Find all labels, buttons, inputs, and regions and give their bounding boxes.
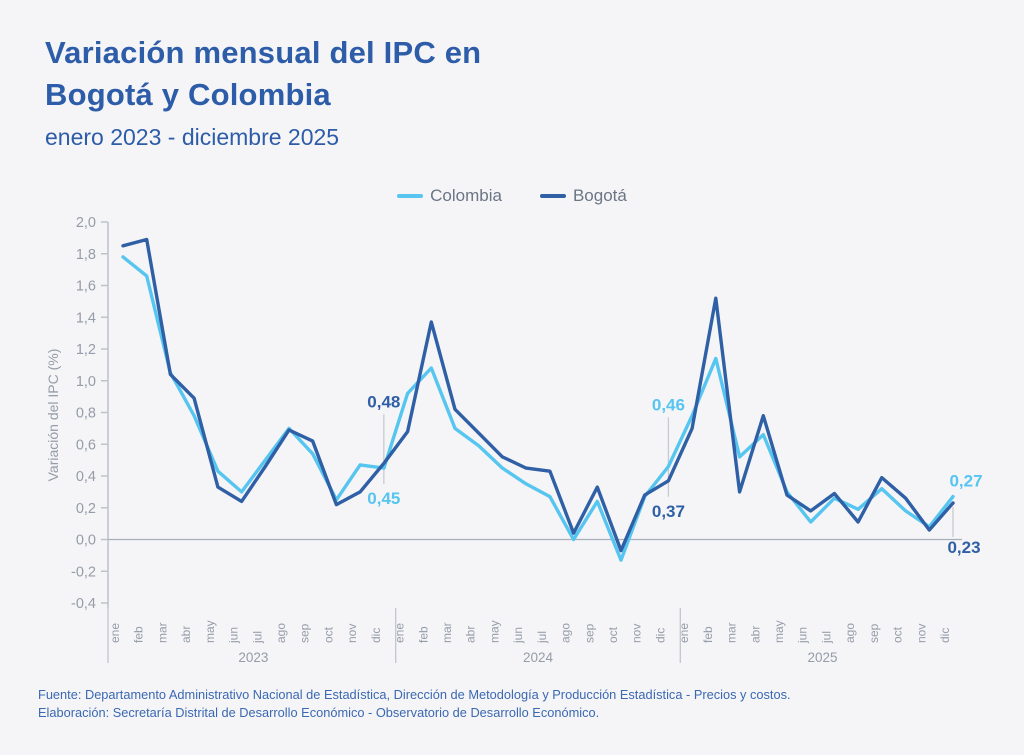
legend-item-bogota: Bogotá <box>539 186 627 206</box>
y-tick-label: -0,4 <box>71 596 96 612</box>
x-month-label: nov <box>914 624 928 643</box>
y-axis-title: Variación del IPC (%) <box>45 349 61 482</box>
x-month-label: jun <box>227 627 241 644</box>
x-month-label: dic <box>369 628 383 643</box>
legend-item-colombia: Colombia <box>397 186 502 206</box>
x-month-label: sep <box>298 623 312 643</box>
x-month-label: ene <box>677 623 691 643</box>
y-tick-label: 0,6 <box>76 437 96 453</box>
y-tick-label: 2,0 <box>76 215 96 231</box>
x-month-label: oct <box>606 626 620 643</box>
x-month-label: feb <box>701 626 715 643</box>
x-month-label: jul <box>819 631 833 644</box>
x-month-label: oct <box>321 626 335 643</box>
annotation-value: 0,45 <box>367 489 400 508</box>
chart-legend: Colombia Bogotá <box>0 186 1024 206</box>
annotation-value: 0,23 <box>947 538 980 557</box>
x-month-label: dic <box>653 628 667 643</box>
x-month-label: may <box>203 620 217 643</box>
x-month-label: abr <box>748 626 762 643</box>
annotation-value: 0,46 <box>652 395 685 414</box>
series-line-colombia <box>121 255 955 562</box>
x-month-label: jul <box>535 631 549 644</box>
page-title-line2: Bogotá y Colombia <box>45 77 331 112</box>
y-tick-label: 1,0 <box>76 374 96 390</box>
x-month-label: sep <box>582 623 596 643</box>
x-month-label: sep <box>867 623 881 643</box>
annotation-value: 0,48 <box>367 392 400 411</box>
annotation-value: 0,37 <box>652 502 685 521</box>
source-line: Fuente: Departamento Administrativo Naci… <box>38 687 791 702</box>
source-footer: Fuente: Departamento Administrativo Naci… <box>38 686 994 722</box>
x-month-label: nov <box>345 624 359 643</box>
x-month-label: mar <box>440 622 454 643</box>
x-month-label: ago <box>274 623 288 643</box>
page-title-line1: Variación mensual del IPC en <box>45 35 482 70</box>
x-month-label: jun <box>796 627 810 644</box>
x-month-label: abr <box>464 626 478 643</box>
legend-label-colombia: Colombia <box>430 186 502 205</box>
legend-label-bogota: Bogotá <box>572 186 627 205</box>
y-tick-label: 0,4 <box>76 469 96 485</box>
y-tick-label: 1,2 <box>76 342 96 358</box>
legend-swatch-colombia <box>397 194 424 198</box>
x-month-label: ene <box>108 623 122 643</box>
y-tick-label: 0,2 <box>76 501 96 517</box>
x-month-label: jul <box>250 631 264 644</box>
x-month-label: feb <box>416 626 430 643</box>
x-month-label: jun <box>511 627 525 644</box>
y-tick-label: 0,0 <box>76 533 96 549</box>
page-subtitle: enero 2023 - diciembre 2025 <box>45 124 340 150</box>
x-month-label: ago <box>843 623 857 643</box>
x-month-label: ago <box>559 623 573 643</box>
x-month-label: oct <box>891 626 905 643</box>
x-month-label: mar <box>725 622 739 643</box>
x-month-label: dic <box>938 628 952 643</box>
x-month-label: mar <box>155 622 169 643</box>
y-tick-label: 1,6 <box>76 279 96 295</box>
x-month-label: abr <box>179 626 193 643</box>
x-year-label: 2025 <box>808 650 838 665</box>
y-tick-label: 0,8 <box>76 406 96 422</box>
legend-swatch-bogota <box>539 194 566 198</box>
ipc-chart-svg: -0,4 -0,2 0,0 0,2 0,4 0,6 0,8 1,0 1,2 1,4 1,6 1,8 2,… <box>45 215 983 665</box>
x-month-label: may <box>772 620 786 643</box>
y-tick-label: 1,8 <box>76 247 96 263</box>
title-block: Variación mensual del IPC en Bogotá y Co… <box>45 32 481 151</box>
x-year-label: 2024 <box>523 650 554 665</box>
elaboration-line: Elaboración: Secretaría Distrital de Des… <box>38 705 600 720</box>
y-tick-label: -0,2 <box>71 564 96 580</box>
y-tick-label: 1,4 <box>76 310 96 326</box>
x-month-label: may <box>487 620 501 643</box>
x-year-label: 2023 <box>238 650 268 665</box>
x-month-label: ene <box>393 623 407 643</box>
x-month-label: nov <box>630 624 644 643</box>
chart-area: -0,4 -0,2 0,0 0,2 0,4 0,6 0,8 1,0 1,2 1,4 1,6 1,8 2,… <box>0 210 1024 680</box>
annotation-value: 0,27 <box>949 472 982 491</box>
x-month-label: feb <box>132 626 146 643</box>
series-line-bogota <box>121 237 955 553</box>
